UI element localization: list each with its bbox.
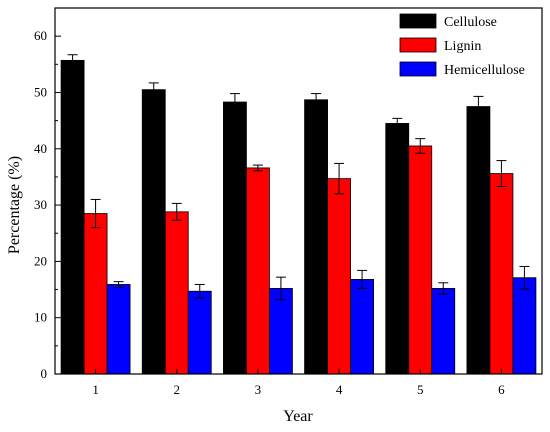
bars-layer: [60, 54, 537, 375]
bar-hemicellulose-5: [431, 288, 456, 375]
error-bar-cellulose-3: [229, 93, 240, 111]
y-tick-label: 0: [41, 366, 48, 381]
legend-label: Hemicellulose: [444, 63, 525, 78]
bar-hemicellulose-4: [350, 279, 374, 375]
y-tick-label: 20: [34, 253, 47, 268]
x-tick-label: 5: [417, 382, 424, 397]
bar-cellulose-2: [141, 89, 166, 375]
x-tick-label: 1: [92, 382, 99, 397]
bar-lignin-3: [246, 167, 270, 375]
y-tick-label: 30: [34, 197, 47, 212]
legend-label: Lignin: [444, 39, 481, 54]
error-bar-lignin-6: [496, 160, 507, 187]
error-bar-lignin-1: [90, 198, 101, 229]
y-tick-label: 40: [34, 141, 47, 156]
bar-cellulose-3: [223, 101, 247, 375]
y-tick-label: 50: [34, 84, 47, 99]
error-bar-hemicellulose-1: [113, 281, 124, 288]
x-tick-label: 4: [336, 382, 343, 397]
bar-hemicellulose-1: [106, 284, 131, 375]
y-tick-label: 10: [34, 310, 47, 325]
legend-label: Cellulose: [444, 15, 497, 30]
bar-lignin-4: [327, 178, 351, 375]
axes-layer: 0 10 20 30 40 50 60 1 2 3 4 5 6: [34, 7, 543, 397]
y-tick-label: 60: [34, 28, 47, 43]
error-bar-hemicellulose-4: [357, 269, 368, 289]
error-bar-cellulose-2: [148, 82, 159, 97]
legend-item-cellulose: Cellulose: [399, 13, 497, 30]
bar-cellulose-4: [304, 99, 328, 375]
legend-swatch: [399, 37, 437, 53]
bar-cellulose-5: [385, 123, 410, 375]
bar-cellulose-6: [466, 106, 491, 375]
error-bar-hemicellulose-3: [275, 276, 286, 301]
error-bar-lignin-3: [252, 164, 263, 172]
error-bar-lignin-5: [415, 138, 426, 154]
legend-item-lignin: Lignin: [399, 37, 481, 54]
legend-item-hemicellulose: Hemicellulose: [399, 61, 525, 78]
legend-swatch: [399, 61, 437, 77]
bar-lignin-6: [489, 173, 514, 375]
plot-frame: [54, 7, 543, 375]
error-bar-hemicellulose-6: [519, 265, 530, 290]
legend-swatch: [399, 13, 437, 29]
bar-cellulose-1: [60, 59, 85, 375]
error-bar-hemicellulose-5: [438, 282, 449, 295]
x-tick-label: 6: [498, 382, 505, 397]
legend: Cellulose Lignin Hemicellulose: [399, 13, 525, 78]
bar-hemicellulose-2: [187, 290, 212, 375]
error-bar-cellulose-6: [473, 95, 484, 118]
x-tick-label: 2: [174, 382, 181, 397]
x-axis-title: Year: [283, 408, 313, 425]
error-bar-cellulose-4: [311, 93, 322, 107]
bar-lignin-5: [408, 145, 433, 375]
x-tick-label: 3: [255, 382, 262, 397]
error-bar-lignin-4: [334, 162, 345, 195]
y-axis-title: Percentage (%): [6, 156, 23, 254]
bar-hemicellulose-6: [512, 277, 537, 375]
error-bar-cellulose-1: [67, 54, 78, 67]
error-bar-hemicellulose-2: [194, 283, 205, 299]
error-bar-lignin-2: [171, 202, 182, 221]
error-bar-cellulose-5: [392, 117, 403, 129]
bar-hemicellulose-3: [269, 288, 293, 375]
bar-lignin-1: [83, 213, 108, 375]
bar-lignin-2: [164, 211, 189, 375]
